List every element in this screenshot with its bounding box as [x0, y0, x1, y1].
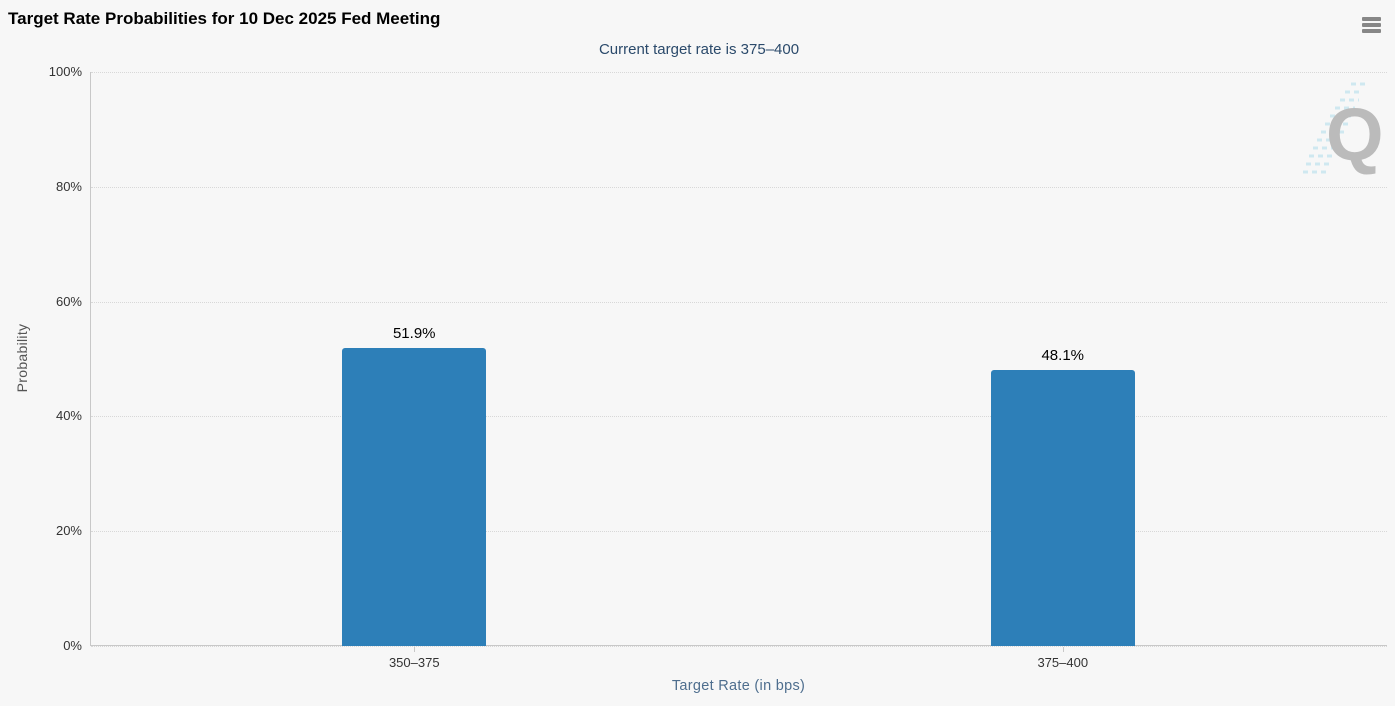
y-gridline	[91, 646, 1387, 647]
y-tick-label: 60%	[55, 293, 82, 309]
hamburger-bar	[1361, 29, 1381, 33]
y-axis-title: Probability	[14, 323, 30, 393]
probability-bar[interactable]	[342, 348, 487, 646]
y-tick-label: 0%	[63, 638, 82, 653]
x-axis-title: Target Rate (in bps)	[671, 678, 806, 694]
chart-subtitle: Current target rate is 375–400	[598, 41, 800, 58]
y-gridline	[91, 186, 1387, 188]
y-tick-label: 40%	[55, 408, 82, 424]
y-gridline	[91, 301, 1387, 303]
hamburger-menu-icon[interactable]	[1357, 12, 1385, 38]
y-tick-label: 100%	[48, 64, 82, 79]
x-category-label: 350–375	[388, 655, 440, 670]
x-category-label: 375–400	[1037, 655, 1089, 670]
plot-area	[90, 72, 1387, 647]
y-gridline	[91, 72, 1387, 73]
x-axis-tick	[1062, 647, 1064, 652]
bar-value-label: 51.9%	[392, 325, 436, 343]
hamburger-bar	[1361, 23, 1381, 27]
probability-bar[interactable]	[990, 369, 1135, 646]
chart-title: Target Rate Probabilities for 10 Dec 202…	[8, 9, 441, 28]
x-axis-tick	[414, 647, 416, 652]
y-gridline	[91, 531, 1387, 533]
y-tick-label: 20%	[55, 523, 82, 539]
bar-value-label: 48.1%	[1041, 346, 1085, 364]
y-gridline	[91, 416, 1387, 418]
y-tick-label: 80%	[55, 178, 82, 194]
hamburger-bar	[1361, 17, 1381, 21]
